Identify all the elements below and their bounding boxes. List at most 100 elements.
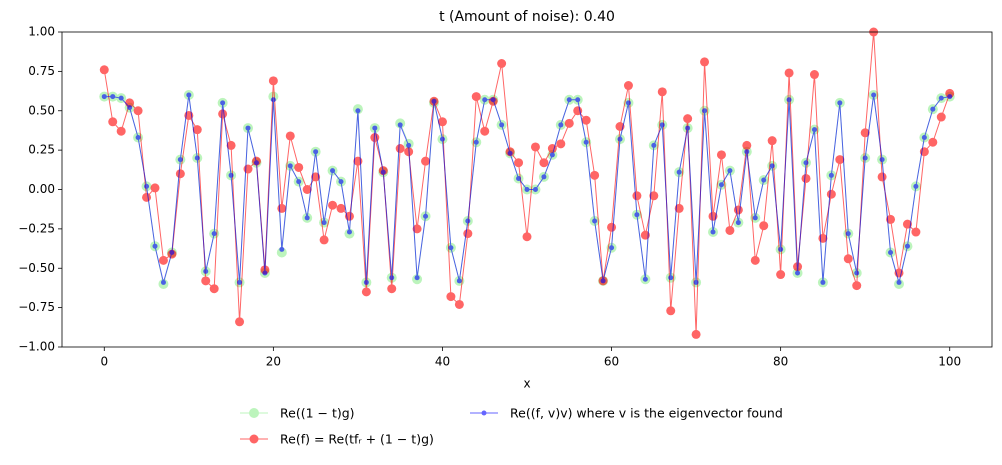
point — [516, 175, 522, 181]
point — [471, 92, 481, 102]
point — [522, 232, 532, 242]
point — [879, 157, 885, 163]
legend-item: Re(f) = Re(tfᵣ + (1 − t)g) — [240, 432, 434, 447]
point — [786, 97, 792, 103]
point — [302, 185, 312, 194]
point — [177, 157, 183, 163]
point — [632, 191, 642, 201]
point — [268, 91, 279, 102]
x-tick-label: 80 — [773, 355, 788, 369]
point — [835, 155, 845, 165]
point — [938, 95, 944, 101]
legend-swatch — [240, 408, 268, 418]
point — [480, 126, 490, 136]
point — [877, 172, 887, 182]
point — [253, 160, 259, 166]
x-tick-label: 60 — [604, 355, 619, 369]
point — [642, 276, 648, 282]
point — [235, 317, 245, 327]
point — [710, 229, 716, 235]
point — [828, 172, 834, 178]
point — [693, 279, 699, 285]
point — [609, 245, 615, 251]
point — [245, 125, 251, 131]
point — [144, 183, 150, 189]
legend-label: Re((f, v)v) where v is the eigenvector f… — [510, 406, 783, 421]
point — [843, 254, 853, 264]
point — [328, 200, 338, 210]
point — [336, 203, 346, 213]
point — [446, 292, 456, 302]
point — [625, 100, 631, 106]
legend-label: Re((1 − t)g) — [280, 406, 355, 421]
point — [583, 139, 589, 145]
point — [499, 122, 505, 128]
point — [649, 191, 659, 201]
point — [600, 278, 606, 284]
point — [294, 162, 304, 172]
point — [203, 268, 209, 274]
point — [778, 246, 784, 252]
point — [237, 279, 243, 285]
point — [304, 215, 310, 221]
chart-title: t (Amount of noise): 0.40 — [439, 9, 615, 25]
point — [380, 169, 386, 175]
point — [465, 218, 471, 224]
point — [913, 183, 919, 189]
point — [752, 215, 758, 221]
point — [133, 106, 143, 116]
x-tick-label: 100 — [938, 355, 961, 369]
point — [277, 203, 287, 213]
point — [886, 214, 896, 224]
point — [192, 125, 202, 135]
point — [150, 183, 160, 193]
series — [99, 27, 955, 339]
x-tick-label: 0 — [100, 355, 108, 369]
point — [769, 163, 775, 169]
point — [158, 255, 168, 265]
point — [936, 112, 946, 122]
point — [691, 329, 701, 339]
x-tick-label: 40 — [435, 355, 450, 369]
point — [727, 168, 733, 174]
point — [683, 114, 693, 124]
point — [279, 246, 285, 252]
point — [319, 235, 329, 245]
point — [826, 189, 836, 199]
point — [845, 231, 851, 237]
point — [837, 100, 843, 106]
point — [564, 118, 574, 128]
point — [566, 97, 572, 103]
point — [142, 192, 152, 202]
point — [346, 229, 352, 235]
point — [685, 125, 691, 131]
point — [735, 220, 741, 226]
point — [127, 105, 133, 111]
point — [361, 287, 371, 297]
point — [268, 76, 278, 86]
point — [226, 140, 236, 150]
legend-marker — [249, 434, 259, 444]
point — [921, 135, 927, 141]
point — [676, 169, 682, 175]
point — [904, 243, 910, 249]
point — [759, 221, 769, 231]
point — [397, 122, 403, 128]
point — [220, 100, 226, 106]
point — [160, 279, 166, 285]
point — [742, 140, 752, 150]
y-tick-label: 0.50 — [28, 103, 55, 117]
point — [524, 187, 530, 192]
point — [902, 219, 912, 229]
point — [541, 174, 547, 180]
point — [211, 231, 217, 237]
point — [101, 94, 107, 100]
point — [423, 213, 429, 219]
point — [744, 149, 750, 155]
legend-swatch — [470, 410, 498, 416]
y-tick-label: 1.00 — [28, 25, 55, 39]
legend-marker — [481, 410, 487, 416]
point — [928, 137, 938, 147]
point — [135, 135, 141, 141]
